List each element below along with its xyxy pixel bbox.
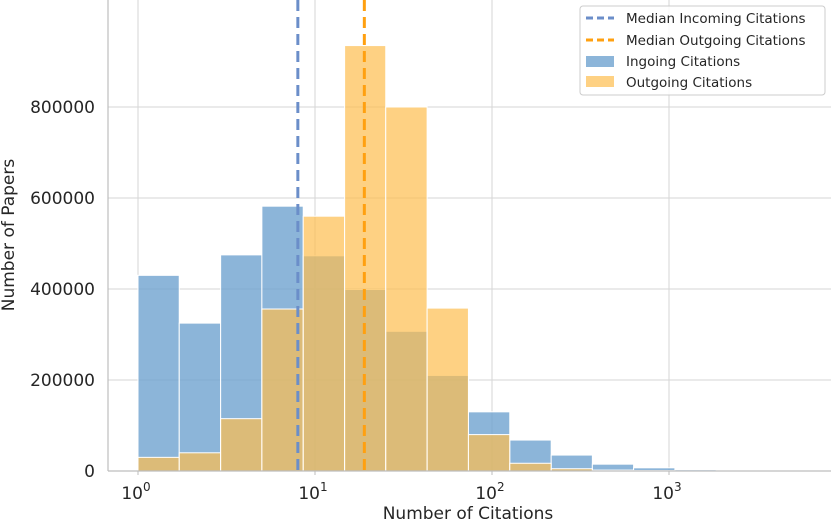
outgoing-bar xyxy=(385,106,428,472)
x-tick-label: 102 xyxy=(475,480,504,504)
outgoing-bar xyxy=(220,418,263,472)
outgoing-bar xyxy=(178,452,222,472)
legend-label-median-incoming: Median Incoming Citations xyxy=(626,11,806,27)
outgoing-bar xyxy=(467,434,511,472)
legend-swatch-ingoing xyxy=(586,56,614,67)
ingoing-bar xyxy=(137,274,180,472)
x-tick-label: 100 xyxy=(121,480,150,504)
legend-label-ingoing: Ingoing Citations xyxy=(626,54,740,70)
ingoing-bar xyxy=(178,322,222,472)
legend: Median Incoming Citations Median Outgoin… xyxy=(579,5,826,96)
y-axis-title: Number of Papers xyxy=(0,159,19,312)
outgoing-bar xyxy=(302,215,346,472)
outgoing-bar xyxy=(261,308,304,472)
legend-box xyxy=(579,5,826,96)
x-tick-labels: 100 101 102 103 xyxy=(121,471,682,504)
outgoing-bar xyxy=(426,307,469,472)
median-lines xyxy=(296,0,366,471)
outgoing-bar xyxy=(137,456,180,472)
x-tick-label: 101 xyxy=(298,480,327,504)
x-axis-title: Number of Citations xyxy=(383,504,554,524)
y-tick-label: 200000 xyxy=(30,371,95,391)
y-tick-label: 400000 xyxy=(30,280,95,300)
legend-label-median-outgoing: Median Outgoing Citations xyxy=(626,33,806,49)
legend-label-outgoing: Outgoing Citations xyxy=(626,75,752,91)
legend-swatch-outgoing xyxy=(586,76,614,87)
y-tick-label: 800000 xyxy=(30,98,95,118)
x-tick-label: 103 xyxy=(652,480,681,504)
y-tick-labels: 0 200000 400000 600000 800000 xyxy=(30,98,95,482)
y-tick-label: 600000 xyxy=(30,189,95,209)
outgoing-bar xyxy=(509,462,552,472)
y-tick-label: 0 xyxy=(84,462,95,482)
